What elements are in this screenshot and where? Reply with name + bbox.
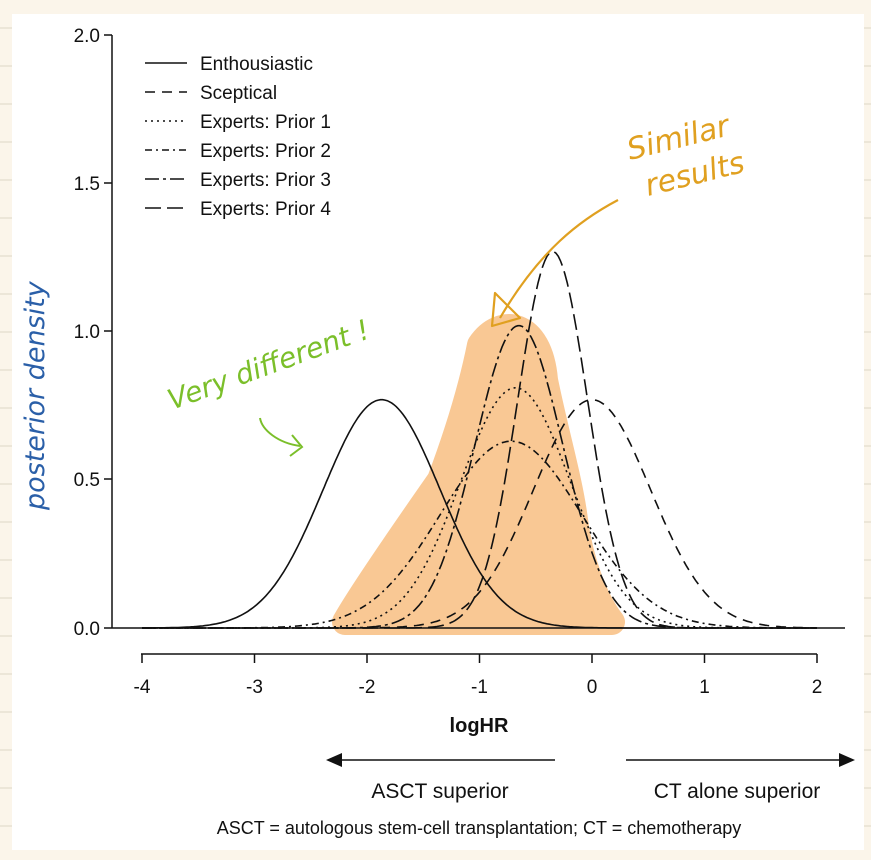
- legend-label: Enthousiastic: [200, 54, 313, 75]
- x-tick-label: -1: [471, 677, 488, 698]
- x-tick-label: -3: [246, 677, 263, 698]
- x-tick-label: 0: [587, 677, 598, 698]
- figure-background: [12, 14, 864, 850]
- legend-label: Experts: Prior 2: [200, 141, 331, 162]
- y-tick-label: 1.5: [74, 174, 100, 195]
- series-line-4: [142, 440, 817, 629]
- x-tick-label: -4: [134, 677, 151, 698]
- x-axis-label: logHR: [450, 715, 509, 737]
- direction-right: CT alone superior: [626, 753, 855, 803]
- y-tick-label: 1.0: [74, 322, 100, 343]
- y-tick-label: 2.0: [74, 26, 100, 47]
- y-tick-label: 0.5: [74, 470, 100, 491]
- direction-left: ASCT superior: [326, 753, 555, 803]
- y-axis: 0.0 0.5 1.0 1.5 2.0: [74, 26, 113, 640]
- series-line-2: [142, 398, 818, 629]
- x-axis: -4 -3 -2 -1 0 1 2: [134, 653, 823, 698]
- density-curves: [142, 250, 818, 629]
- handwritten-ylabel: posterior density: [20, 280, 51, 511]
- different-arrow: [259, 417, 301, 447]
- arrow-right-icon: [839, 753, 855, 767]
- similar-arrowhead-icon: [490, 291, 522, 328]
- x-tick-label: 1: [699, 677, 710, 698]
- direction-right-label: CT alone superior: [654, 780, 821, 803]
- series-line-3: [142, 386, 817, 629]
- similar-arrow: [499, 199, 619, 319]
- caption: ASCT = autologous stem-cell transplantat…: [217, 818, 742, 838]
- different-arrowhead-icon: [289, 434, 304, 457]
- legend-label: Sceptical: [200, 83, 277, 104]
- series-line-6: [142, 250, 817, 629]
- x-tick-label: 2: [812, 677, 823, 698]
- arrow-left-icon: [326, 753, 342, 767]
- highlight-blob: [332, 314, 625, 635]
- legend-label: Experts: Prior 4: [200, 199, 331, 220]
- legend-label: Experts: Prior 3: [200, 170, 331, 191]
- legend-label: Experts: Prior 1: [200, 112, 331, 133]
- direction-left-label: ASCT superior: [371, 780, 508, 803]
- legend: Enthousiastic Sceptical Experts: Prior 1 Ex…: [145, 54, 331, 220]
- x-tick-label: -2: [359, 677, 376, 698]
- y-tick-label: 0.0: [74, 619, 100, 640]
